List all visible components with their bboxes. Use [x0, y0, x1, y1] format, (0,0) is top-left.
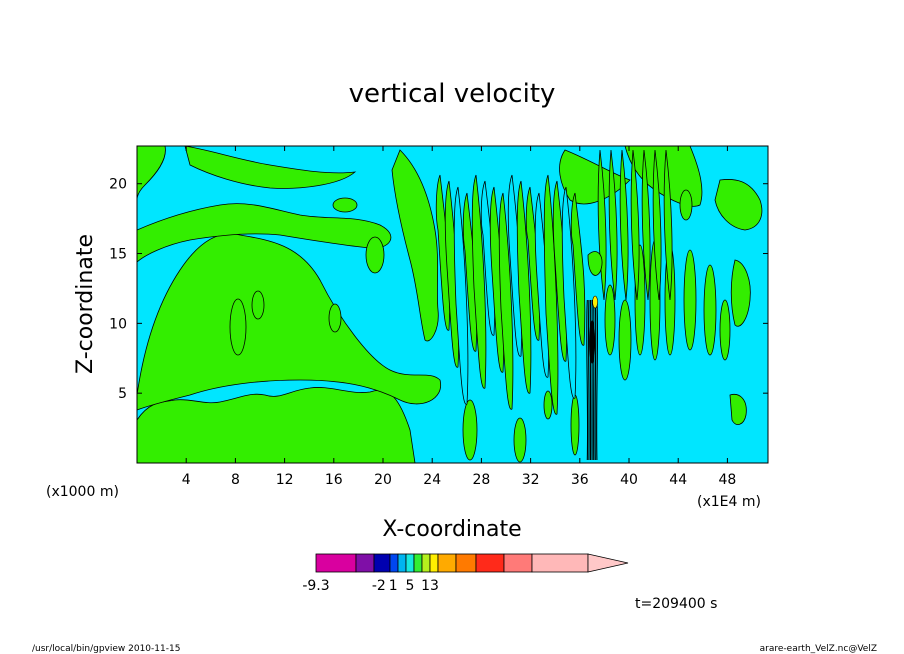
positive-region	[683, 249, 697, 351]
positive-region	[513, 417, 527, 463]
x-axis-label: X-coordinate	[382, 517, 521, 542]
colorbar-label: 13	[421, 578, 439, 594]
positive-region	[618, 299, 632, 381]
colorbar-label: 5	[406, 578, 415, 594]
positive-region	[663, 149, 673, 301]
positive-region	[597, 149, 607, 301]
x-axis-ticks: 4 8 12 16 20 24 28 32 36 40 44 48	[182, 146, 736, 488]
positive-region	[137, 203, 392, 263]
footer-left: /usr/local/bin/gpview 2010-11-15	[32, 644, 180, 654]
x-tick-label: 24	[423, 472, 441, 488]
contour-line	[586, 299, 589, 461]
x-tick-label: 4	[182, 472, 191, 488]
x-tick-label: 8	[231, 472, 240, 488]
colorbar-segment	[475, 553, 505, 573]
positive-region	[719, 299, 731, 361]
colorbar-arrow	[587, 553, 629, 573]
positive-region	[604, 284, 616, 356]
colorbar-label: -9.3	[302, 578, 329, 594]
positive-region	[587, 251, 603, 276]
footer-right: arare-earth_VelZ.nc@VelZ	[760, 644, 877, 654]
positive-region	[729, 393, 747, 425]
colorbar-segment	[413, 553, 423, 573]
y-tick-label: 20	[109, 177, 127, 193]
x-tick-label: 40	[620, 472, 638, 488]
y-tick-label: 10	[109, 316, 127, 332]
positive-region	[365, 236, 385, 274]
positive-region	[641, 149, 651, 301]
x-tick-label: 36	[571, 472, 589, 488]
colorbar-segment	[355, 553, 375, 573]
positive-region	[630, 149, 640, 301]
colorbar-segment	[315, 553, 357, 573]
y-tick-label: 15	[109, 247, 127, 263]
positive-region	[332, 197, 358, 213]
positive-region	[516, 180, 532, 394]
positive-region	[608, 149, 618, 301]
y-axis-ticks: 5 10 15 20	[109, 177, 768, 402]
plot-frame	[136, 145, 769, 464]
positive-region	[679, 189, 693, 221]
colorbar-label: 1	[389, 578, 398, 594]
colorbar-label: -2	[372, 578, 386, 594]
positive-region	[184, 146, 357, 189]
x-tick-label: 20	[374, 472, 392, 488]
colorbar-segment	[397, 553, 407, 573]
positive-region	[730, 259, 751, 327]
strong-updraft-core	[589, 320, 596, 364]
y-tick-label: 5	[118, 386, 127, 402]
colorbar-labels: -9.3 -2 1 5 13	[302, 578, 439, 594]
positive-region	[652, 149, 662, 301]
updraft-yellow-patch	[592, 295, 598, 309]
y-axis-label: Z-coordinate	[73, 234, 98, 374]
colorbar-segment	[437, 553, 457, 573]
positive-region	[570, 394, 580, 456]
x-tick-label: 12	[276, 472, 294, 488]
chart-title: vertical velocity	[349, 79, 556, 109]
positive-region	[462, 399, 478, 461]
colorbar-segment	[429, 553, 439, 573]
positive-region	[714, 179, 763, 231]
positive-region	[328, 303, 342, 333]
x-tick-label: 32	[522, 472, 540, 488]
positive-region	[570, 192, 586, 346]
positive-region	[498, 192, 514, 410]
x-tick-label: 16	[325, 472, 343, 488]
x-tick-label: 44	[669, 472, 687, 488]
colorbar-segment	[405, 553, 415, 573]
positive-region	[229, 298, 247, 356]
positive-region	[543, 390, 553, 420]
contour-line	[587, 299, 590, 461]
positive-region	[391, 149, 439, 342]
positive-region	[543, 174, 559, 415]
colorbar-segment	[373, 553, 391, 573]
colorbar-segment	[421, 553, 431, 573]
colorbar-segment	[389, 553, 399, 573]
colorbar	[315, 553, 629, 573]
positive-region	[453, 186, 469, 405]
time-label: t=209400 s	[635, 596, 717, 612]
contour-line	[596, 299, 599, 461]
colorbar-segment	[503, 553, 533, 573]
x-tick-label: 48	[718, 472, 736, 488]
positive-region	[471, 174, 487, 389]
x-tick-label: 28	[472, 472, 490, 488]
contour-line	[594, 299, 597, 461]
positive-region	[561, 186, 577, 399]
colorbar-segment	[455, 553, 477, 573]
positive-region	[703, 264, 717, 356]
x-unit-left: (x1000 m)	[46, 484, 119, 500]
x-unit-right: (x1E4 m)	[697, 494, 761, 510]
positive-region	[251, 290, 265, 320]
positive-region	[619, 149, 629, 301]
colorbar-segment	[531, 553, 589, 573]
positive-region	[137, 233, 442, 411]
velocity-field	[137, 146, 763, 463]
